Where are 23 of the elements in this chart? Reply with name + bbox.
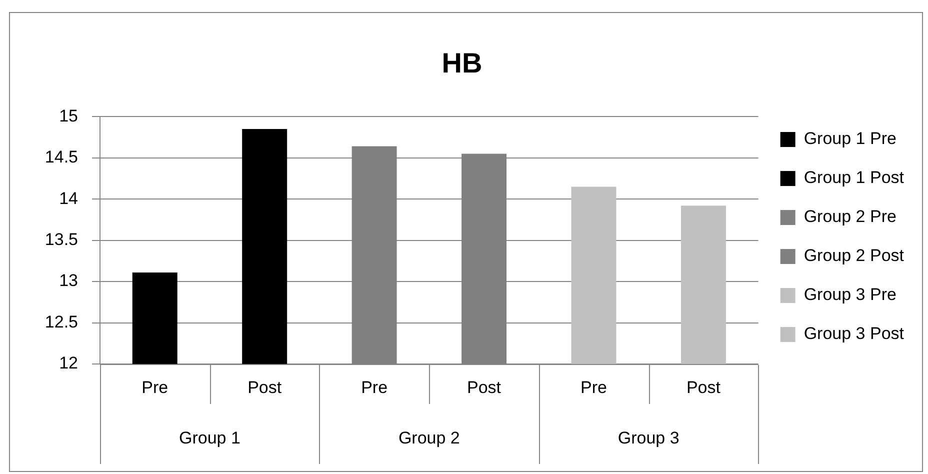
x-tick-label: Pre: [580, 378, 607, 397]
legend-label: Group 2 Post: [804, 246, 904, 266]
y-tick-label: 14.5: [44, 148, 78, 167]
x-tick-label: Post: [467, 378, 502, 397]
x-tick-label: Post: [686, 378, 721, 397]
legend-label: Group 3 Post: [804, 324, 904, 344]
y-tick-label: 12.5: [44, 312, 78, 332]
legend-label: Group 3 Pre: [804, 285, 896, 304]
text: Group 1: [179, 428, 240, 448]
legend-label: Group 2 Pre: [804, 207, 896, 226]
x-tick-label: Pre: [142, 378, 168, 397]
y-tick-label: 15: [59, 106, 78, 126]
y-tick-label: 13: [59, 271, 78, 290]
text: Group 2: [398, 428, 460, 448]
chart-title: HB: [442, 48, 482, 79]
x-tick-label: Post: [248, 378, 282, 397]
legend-label: Group 1 Post: [804, 168, 904, 188]
y-tick-label: 12: [59, 354, 78, 373]
legend-label: Group 1 Pre: [804, 129, 896, 148]
y-tick-label: 14: [59, 188, 78, 208]
text: Group 3: [618, 428, 680, 448]
x-tick-label: Pre: [361, 378, 388, 397]
y-tick-label: 13.5: [44, 230, 78, 249]
